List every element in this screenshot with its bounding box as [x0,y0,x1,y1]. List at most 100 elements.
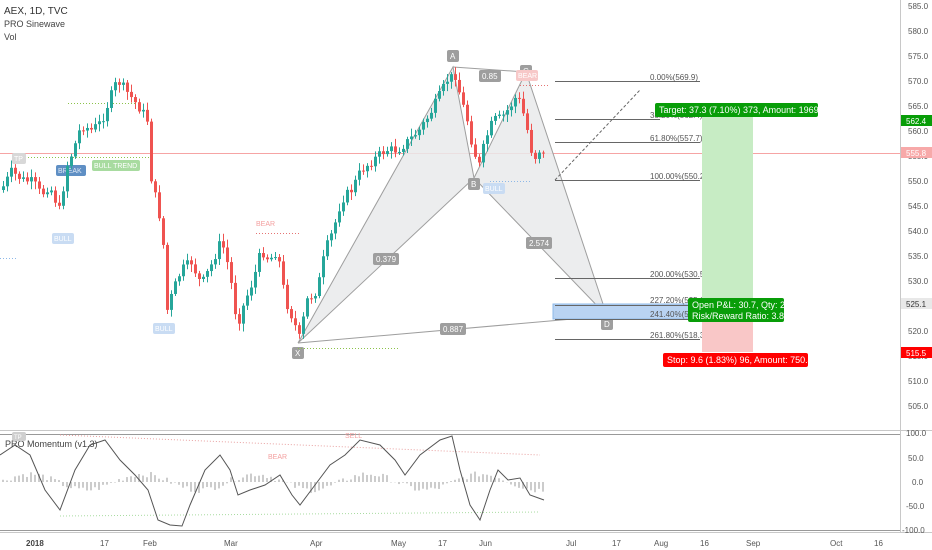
bull-label-3: BULL [485,186,503,193]
momentum-bar [458,478,460,482]
ratio-ac-label: 0.85 [482,72,498,81]
momentum-label: -100.0 [902,526,925,535]
candle-body [158,192,161,219]
momentum-bar [446,482,448,484]
long-position-tool[interactable]: Target: 37.3 (7.10%) 373, Amount: 1969.8… [655,103,826,367]
candle-body [38,181,41,189]
momentum-bar [166,477,168,482]
momentum-bar [318,482,320,491]
candle-body [106,107,109,122]
momentum-title[interactable]: PRO Momentum (v1.3) [5,439,98,449]
stop-box [663,353,808,367]
momentum-bar [514,482,516,487]
time-axis[interactable]: 2018 17 Feb Mar Apr May 17 Jun Jul 17 Au… [26,539,883,548]
candle-body [138,102,141,112]
point-d-tag [601,318,613,330]
momentum-bar [106,482,108,485]
time-label: 17 [100,539,109,548]
momentum-bar [542,482,544,492]
momentum-bar [70,482,72,489]
price-label: 545.0 [908,202,929,211]
momentum-bar [226,482,228,484]
candle-body [334,222,337,234]
candle-body [66,166,69,192]
price-label: 540.0 [908,227,929,236]
candle-body [206,271,209,277]
time-label: 2018 [26,539,44,548]
bull-trend-label: BULL TREND [94,163,137,170]
momentum-bar [118,479,120,482]
candle-body [2,186,5,190]
momentum-bar [42,474,44,482]
fib-label-261: 261.80%(518.3) [650,331,707,340]
candle-body [330,233,333,241]
price-tags[interactable]: 562.4 555.8 525.1 515.5 [901,115,932,358]
candle-body [354,179,357,193]
candle-body [118,82,121,85]
time-label: Apr [310,539,323,548]
momentum-bar [266,478,268,482]
candle-body [162,218,165,245]
candle-body [254,271,257,288]
candle-body [446,81,449,84]
candle-body [542,152,545,154]
price-label: 575.0 [908,52,929,61]
pnl-box [688,298,784,322]
momentum-bar [186,482,188,487]
momentum-bar [358,476,360,482]
candle-body [146,109,149,122]
momentum-bar [454,479,456,482]
time-label: Sep [746,539,761,548]
time-label: Jun [479,539,492,548]
momentum-bar [74,482,76,487]
candle-body [302,316,305,334]
candle-body [298,325,301,334]
momentum-bar [146,477,148,482]
candle-body [62,191,65,206]
candle-body [534,152,537,159]
time-label: 17 [438,539,447,548]
momentum-axis[interactable]: 100.0 50.0 0.0 -50.0 -100.0 [902,429,927,535]
momentum-pane[interactable]: PRO Momentum (v1.3) TP BEAR SELL [0,432,900,531]
candle-body [386,151,389,155]
candle-body [422,122,425,130]
candle-body [34,177,37,182]
candles-layer[interactable] [2,67,545,339]
momentum-bar [490,475,492,482]
momentum-bar [486,474,488,482]
signal-levels [0,85,548,349]
signal-tags[interactable]: TP BREAK BULL TREND BULL BULL BULL BEAR … [12,70,538,334]
price-label: 530.0 [908,277,929,286]
momentum-bar [198,482,200,493]
fib-label-200: 200.00%(530.5) [650,270,707,279]
candle-body [150,121,153,182]
momentum-bar [14,476,16,482]
momentum-bar [414,482,416,491]
time-label: Feb [143,539,157,548]
momentum-bar [246,474,248,482]
momentum-tp-label: TP [14,435,22,441]
indicator-sinewave-label[interactable]: PRO Sinewave [4,19,65,29]
momentum-bar [138,474,140,482]
momentum-bar [430,482,432,488]
candle-body [374,156,377,167]
candle-body [518,97,521,99]
candle-body [458,79,461,93]
candle-body [270,257,273,260]
candle-body [470,121,473,145]
candle-body [82,130,85,132]
price-tag-entry [901,298,932,309]
price-label: 535.0 [908,252,929,261]
candle-body [406,139,409,149]
candle-body [290,309,293,319]
momentum-line [0,435,545,527]
price-label: 570.0 [908,77,929,86]
momentum-label: 100.0 [906,429,927,438]
momentum-bar [238,479,240,482]
candle-body [98,121,101,125]
ratio-xd-label: 0.887 [443,325,464,334]
momentum-bar [162,480,164,482]
indicator-vol-label[interactable]: Vol [4,32,17,42]
candle-body [142,109,145,112]
